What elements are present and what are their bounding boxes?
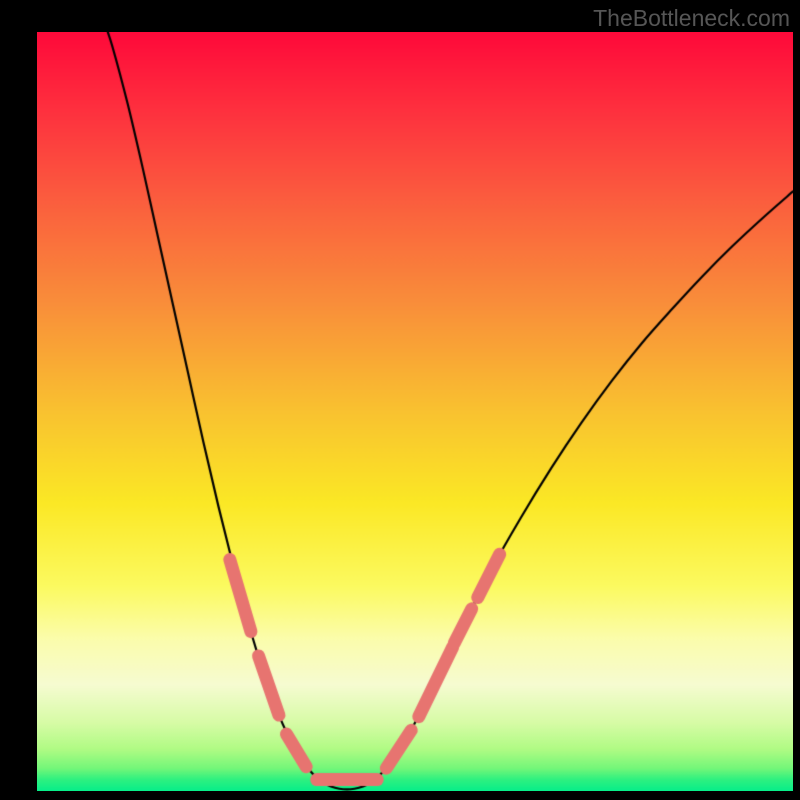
bottleneck-curve-canvas	[37, 32, 793, 791]
chart-stage: TheBottleneck.com	[0, 0, 800, 800]
watermark-text: TheBottleneck.com	[593, 5, 790, 32]
